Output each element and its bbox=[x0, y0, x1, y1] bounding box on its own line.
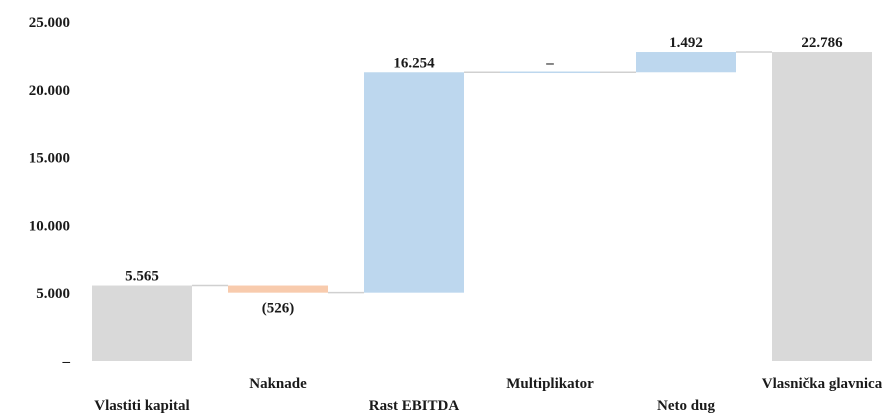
y-tick-label: 10.000 bbox=[29, 218, 70, 234]
data-label-rast-ebitda: 16.254 bbox=[393, 55, 435, 71]
y-tick-label: 5.000 bbox=[36, 286, 70, 302]
y-tick-label: – bbox=[62, 354, 71, 370]
connector-lines bbox=[192, 51, 772, 294]
category-labels: Vlastiti kapital Naknade Rast EBITDA Multip… bbox=[94, 376, 882, 414]
bar-neto-dug bbox=[636, 52, 736, 73]
category-label-vlastiti-kapital: Vlastiti kapital bbox=[94, 398, 189, 414]
y-tick-label: 20.000 bbox=[29, 83, 70, 99]
category-label-vlasnicka-glavnica: Vlasnička glavnica bbox=[762, 376, 883, 392]
y-tick-label: 25.000 bbox=[29, 15, 70, 31]
data-labels: 5.565 (526) 16.254 – 1.492 22.786 bbox=[125, 35, 843, 317]
category-label-rast-ebitda: Rast EBITDA bbox=[369, 398, 460, 414]
bar-rast-ebitda bbox=[364, 72, 464, 293]
category-label-neto-dug: Neto dug bbox=[657, 398, 715, 414]
bar-vlastiti-kapital bbox=[92, 285, 192, 361]
bars bbox=[92, 52, 872, 361]
bar-vlasnicka-glavnica bbox=[772, 52, 872, 361]
data-label-neto-dug: 1.492 bbox=[669, 35, 703, 51]
bar-naknade bbox=[228, 285, 328, 293]
data-label-vlastiti-kapital: 5.565 bbox=[125, 269, 159, 285]
data-label-multiplikator: – bbox=[545, 55, 554, 71]
bar-multiplikator bbox=[500, 71, 600, 74]
category-label-naknade: Naknade bbox=[249, 376, 307, 392]
data-label-vlasnicka-glavnica: 22.786 bbox=[801, 35, 843, 51]
y-axis-ticks: – 5.000 10.000 15.000 20.000 25.000 bbox=[29, 15, 71, 370]
category-label-multiplikator: Multiplikator bbox=[506, 376, 594, 392]
y-tick-label: 15.000 bbox=[29, 151, 70, 167]
data-label-naknade: (526) bbox=[262, 301, 295, 317]
